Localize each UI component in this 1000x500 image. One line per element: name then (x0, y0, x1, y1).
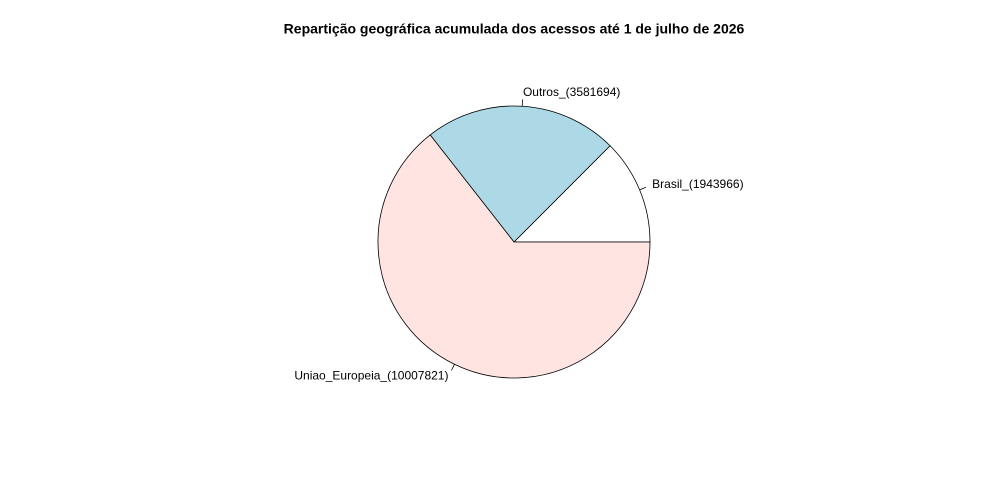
chart-title: Repartição geográfica acumulada dos aces… (284, 21, 745, 37)
slice-label: Outros_(3581694) (523, 85, 620, 99)
label-tick (451, 364, 455, 371)
label-tick (639, 186, 647, 191)
pie-slice (429, 105, 611, 243)
pie-slice (377, 134, 651, 379)
slice-label: Uniao_Europeia_(10007821) (294, 369, 448, 383)
slice-label: Brasil_(1943966) (652, 177, 743, 191)
